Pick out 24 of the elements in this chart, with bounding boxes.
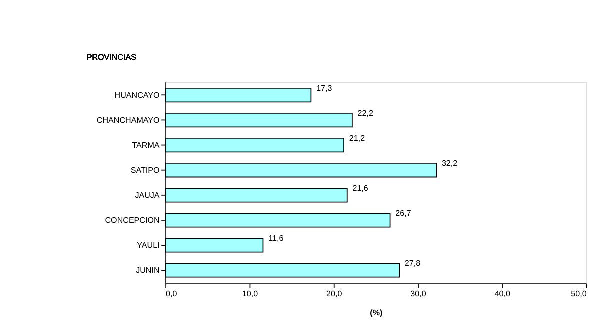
y-tick-label: SATIPO [130,166,160,176]
x-tick-label: 50,0 [571,290,588,299]
x-tick-label: 0,0 [166,290,178,299]
x-tick-label: 10,0 [242,290,259,299]
x-axis-title: (%) [370,308,384,318]
data-label: 21,6 [352,184,369,193]
data-label: 22,2 [358,108,374,118]
y-tick-label: TARMA [132,141,160,150]
data-label: 11,6 [268,234,284,243]
data-label: 21,2 [349,134,366,143]
y-tick-label: CONCEPCION [105,216,160,226]
y-axis-title: PROVINCIAS [86,52,136,62]
data-label: 27,8 [404,258,422,268]
y-tick-label: CHANCHAMAYO [96,116,160,126]
x-tick-label: 40,0 [494,290,512,299]
x-tick-label: 30,0 [410,290,427,299]
y-tick-label: JAUJA [135,191,160,200]
x-tick-label: 20,0 [326,290,343,299]
data-label: 26,7 [396,208,412,218]
y-tick-label: JUNIN [136,266,160,276]
y-tick-label: HUANCAYO [114,90,160,100]
data-label: 32,2 [442,158,458,168]
y-tick-label: YAULI [137,241,160,250]
data-label: 17,3 [316,84,333,93]
